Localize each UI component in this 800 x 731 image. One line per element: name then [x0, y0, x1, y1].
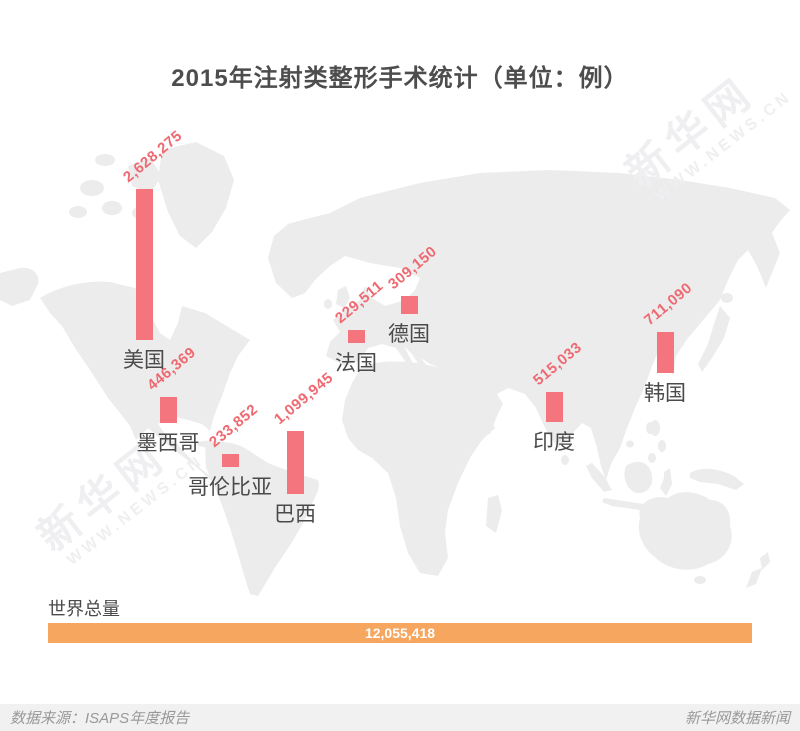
credit-text: 新华网数据新闻 — [684, 710, 790, 727]
page-title: 2015年注射类整形手术统计（单位：例） — [171, 65, 629, 92]
country-value-label: 229,511 — [332, 277, 387, 327]
country-bar — [401, 296, 418, 314]
country-bar — [160, 397, 177, 423]
country-value-label: 309,150 — [385, 242, 441, 293]
world-total-value: 12,055,418 — [364, 625, 436, 641]
country-bar — [657, 332, 674, 373]
country-bar — [136, 189, 153, 340]
country-bar — [348, 330, 365, 343]
country-name-label: 韩国 — [644, 382, 686, 405]
country-name-label: 美国 — [123, 349, 165, 372]
country-name-label: 巴西 — [274, 503, 316, 526]
country-bar — [287, 431, 304, 494]
footer-bar: 数据来源：ISAPS年度报告 新华网数据新闻 — [0, 704, 800, 731]
country-value-label: 1,099,945 — [271, 369, 337, 428]
world-total-bar: 12,055,418 — [48, 623, 752, 643]
country-bar — [546, 392, 563, 422]
country-value-label: 515,033 — [530, 338, 586, 389]
country-value-label: 711,090 — [641, 279, 696, 329]
country-name-label: 墨西哥 — [136, 432, 200, 455]
country-value-label: 2,628,275 — [120, 127, 186, 186]
country-name-label: 印度 — [533, 431, 575, 454]
country-name-label: 法国 — [335, 352, 377, 375]
country-name-label: 德国 — [388, 323, 430, 346]
country-bar — [222, 454, 239, 467]
data-source-text: 数据来源：ISAPS年度报告 — [10, 710, 190, 727]
world-total-label: 世界总量 — [48, 599, 120, 619]
country-value-label: 233,852 — [206, 400, 262, 451]
country-name-label: 哥伦比亚 — [188, 476, 272, 499]
